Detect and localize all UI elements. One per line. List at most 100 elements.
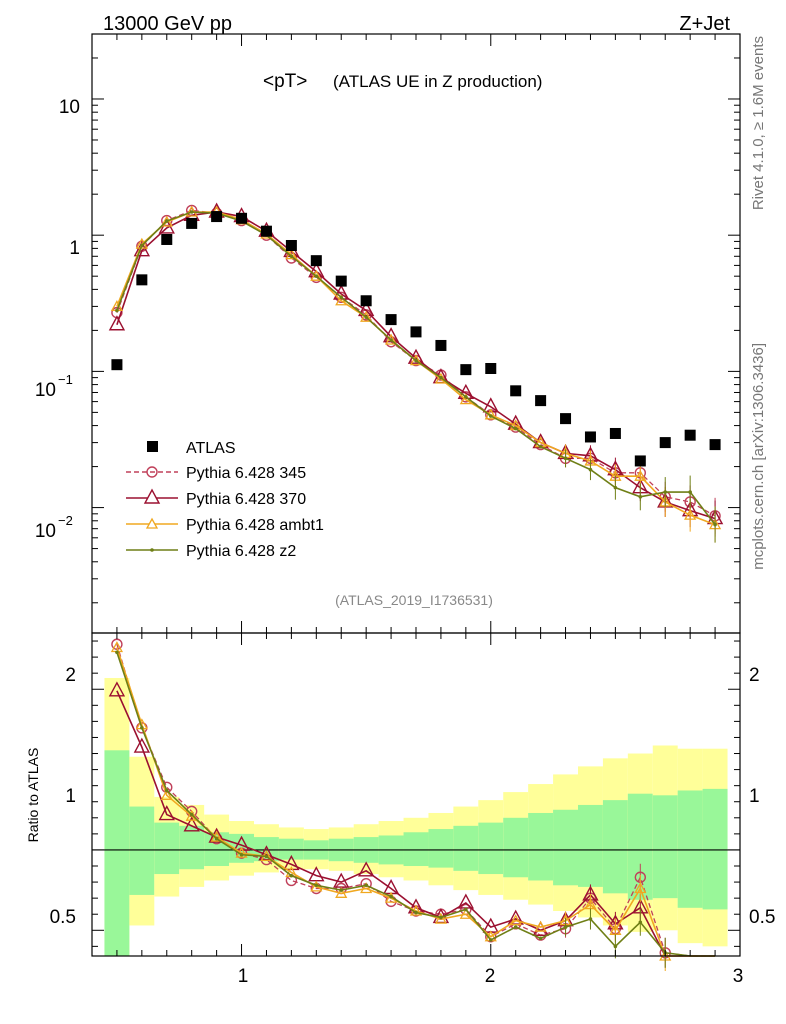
ratio-point-z2-17 — [538, 936, 543, 941]
ratio-point-ambt1-17 — [534, 920, 547, 932]
ratio-point-ambt1-3 — [185, 809, 198, 821]
main-point-z2-19 — [588, 467, 593, 472]
band-inner-13 — [428, 829, 454, 868]
axis-ticks — [91, 33, 741, 956]
ratio-point-z2-6 — [264, 854, 269, 859]
ratio-y-tick-label-2: 2 — [65, 665, 76, 686]
svg-text:10: 10 — [35, 521, 56, 542]
atlas-point-0 — [111, 359, 123, 371]
band-inner-7 — [278, 838, 304, 860]
ratio-uncertainty-bands — [92, 677, 740, 956]
ratio-point-z2-12 — [414, 910, 418, 915]
band-inner-0 — [104, 750, 130, 956]
ratio-point-ambt1-2 — [160, 788, 173, 800]
main-point-ambt1-8 — [310, 269, 323, 281]
ratio-point-z2-9 — [339, 888, 344, 892]
ratio-point-z2-11 — [389, 894, 393, 899]
ratio-point-z2-21 — [638, 920, 643, 925]
ratio-point-z2-5 — [239, 852, 244, 857]
ratio-y-tick-label-0.5: 0.5 — [50, 907, 76, 928]
x-tick-label-2: 2 — [485, 966, 496, 987]
ratio-y-tick-label-0.5-right: 0.5 — [749, 907, 775, 928]
main-point-p370-15 — [482, 397, 499, 413]
legend-item-z2: Pythia 6.428 z2 — [126, 543, 296, 560]
ratio-series-z2 — [115, 650, 716, 968]
main-point-z2-2 — [164, 219, 169, 223]
header-energy-label: 13000 GeV pp — [103, 13, 232, 35]
atlas-point-3 — [186, 217, 198, 229]
atlas-point-17 — [535, 395, 547, 407]
main-point-z2-10 — [364, 315, 368, 319]
main-series-p345 — [111, 204, 721, 534]
main-point-ambt1-23 — [684, 508, 697, 520]
atlas-point-8 — [310, 255, 322, 267]
legend-label-p370: Pythia 6.428 370 — [186, 491, 306, 508]
main-point-z2-22 — [663, 490, 668, 494]
ratio-point-z2-1 — [140, 726, 144, 730]
ratio-point-p370-2 — [158, 805, 175, 821]
legend-marker-ambt1 — [145, 517, 159, 529]
atlas-point-11 — [385, 314, 397, 326]
main-point-z2-21 — [638, 494, 643, 499]
band-inner-17 — [528, 812, 554, 881]
legend-marker-z2 — [150, 548, 154, 552]
ratio-point-z2-4 — [214, 836, 219, 841]
ratio-point-z2-7 — [289, 873, 294, 878]
ratio-point-z2-20 — [613, 944, 618, 949]
band-inner-2 — [154, 822, 180, 875]
legend: ATLAS Pythia 6.428 345 Pythia 6.428 370 … — [126, 440, 324, 560]
legend-marker-p345 — [146, 466, 158, 478]
main-point-ambt1-13 — [434, 372, 448, 384]
band-inner-15 — [478, 822, 504, 875]
atlas-point-23 — [684, 429, 696, 441]
main-point-z2-13 — [439, 375, 443, 380]
legend-label-p345: Pythia 6.428 345 — [186, 465, 306, 482]
legend-item-atlas: ATLAS — [147, 440, 236, 457]
x-tick-label-3: 3 — [733, 966, 744, 987]
band-inner-16 — [503, 817, 529, 878]
atlas-point-21 — [634, 455, 646, 467]
svg-text:−2: −2 — [58, 513, 73, 528]
ratio-point-p370-10 — [357, 861, 375, 877]
band-inner-24 — [702, 788, 728, 910]
legend-label-ambt1: Pythia 6.428 ambt1 — [186, 517, 324, 534]
atlas-point-1 — [136, 274, 148, 286]
main-point-z2-18 — [563, 456, 568, 461]
main-point-ambt1-21 — [634, 469, 647, 481]
legend-item-p345: Pythia 6.428 345 — [126, 465, 306, 482]
band-inner-23 — [677, 790, 703, 908]
main-series-p370 — [108, 202, 724, 537]
main-point-z2-17 — [538, 444, 543, 449]
legend-marker-p370 — [143, 488, 161, 504]
legend-item-ambt1: Pythia 6.428 ambt1 — [126, 517, 324, 534]
plot-title-description: (ATLAS UE in Z production) — [333, 72, 542, 91]
legend-marker-atlas — [147, 441, 158, 452]
main-point-p370-1 — [133, 241, 151, 257]
main-point-z2-1 — [140, 243, 144, 248]
main-point-ambt1-2 — [160, 215, 173, 227]
ratio-point-z2-18 — [563, 925, 568, 929]
legend-label-z2: Pythia 6.428 z2 — [186, 543, 296, 560]
legend-item-p370: Pythia 6.428 370 — [126, 488, 306, 508]
main-point-p370-0 — [108, 315, 126, 331]
ratio-point-z2-19 — [588, 917, 593, 921]
main-point-ambt1-10 — [360, 310, 373, 322]
main-point-z2-20 — [613, 485, 618, 490]
band-inner-22 — [652, 795, 678, 899]
ratio-point-z2-8 — [314, 883, 319, 888]
band-inner-20 — [602, 800, 628, 894]
main-point-z2-8 — [314, 274, 319, 278]
y-tick-label-0.01: 10 −2 — [35, 513, 73, 542]
ratio-point-ambt1-16 — [509, 914, 522, 926]
main-point-z2-7 — [289, 254, 294, 259]
atlas-point-22 — [659, 437, 671, 449]
y-tick-label-0.1: 10 −1 — [35, 372, 73, 401]
ratio-y-tick-label-1: 1 — [65, 786, 76, 807]
main-point-z2-15 — [488, 414, 493, 418]
atlas-point-16 — [510, 385, 522, 397]
main-point-z2-14 — [464, 395, 468, 399]
atlas-point-19 — [584, 431, 596, 443]
main-point-z2-11 — [389, 338, 393, 342]
header-process-label: Z+Jet — [679, 13, 730, 35]
